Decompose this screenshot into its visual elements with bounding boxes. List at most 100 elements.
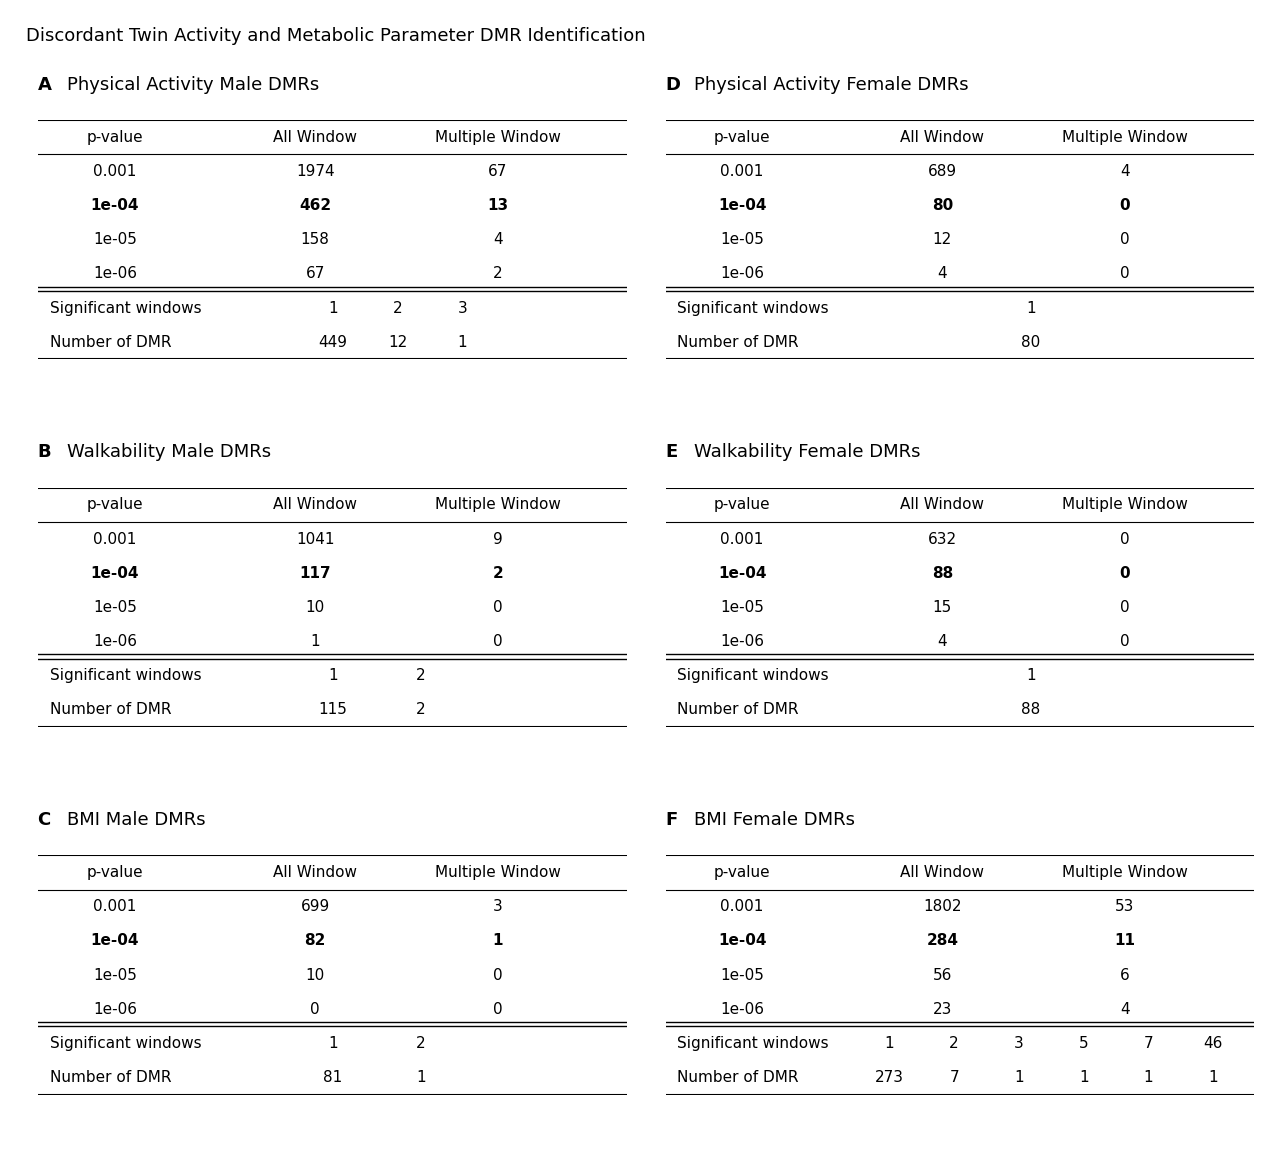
Text: Number of DMR: Number of DMR [677, 1070, 799, 1085]
Text: 1041: 1041 [296, 532, 334, 546]
Text: All Window: All Window [273, 130, 357, 145]
Text: 1e-06: 1e-06 [93, 266, 137, 281]
Text: 23: 23 [933, 1001, 952, 1016]
Text: 1e-05: 1e-05 [93, 600, 137, 615]
Text: 67: 67 [306, 266, 325, 281]
Text: 1: 1 [457, 335, 467, 350]
Text: 3: 3 [493, 900, 503, 914]
Text: 81: 81 [323, 1070, 343, 1085]
Text: 4: 4 [493, 232, 503, 247]
Text: 88: 88 [1021, 703, 1041, 718]
Text: 2: 2 [493, 266, 503, 281]
Text: 7: 7 [1143, 1036, 1153, 1050]
Text: 5: 5 [1079, 1036, 1088, 1050]
Text: 4: 4 [1120, 1001, 1130, 1016]
Text: 12: 12 [388, 335, 407, 350]
Text: All Window: All Window [900, 130, 984, 145]
Text: Number of DMR: Number of DMR [50, 335, 172, 350]
Text: 9: 9 [493, 532, 503, 546]
Text: 0.001: 0.001 [93, 900, 137, 914]
Text: 2: 2 [950, 1036, 959, 1050]
Text: 1e-06: 1e-06 [721, 634, 764, 649]
Text: 12: 12 [933, 232, 952, 247]
Text: Number of DMR: Number of DMR [50, 1070, 172, 1085]
Text: E: E [666, 443, 690, 461]
Text: p-value: p-value [714, 865, 771, 880]
Text: 0: 0 [1120, 532, 1130, 546]
Text: p-value: p-value [714, 130, 771, 145]
Text: 3: 3 [457, 301, 467, 315]
Text: 1e-05: 1e-05 [93, 232, 137, 247]
Text: 10: 10 [306, 967, 325, 983]
Text: Multiple Window: Multiple Window [1062, 865, 1188, 880]
Text: Significant windows: Significant windows [50, 1036, 202, 1050]
Text: Multiple Window: Multiple Window [435, 130, 561, 145]
Text: 0: 0 [1120, 198, 1130, 214]
Text: 80: 80 [1021, 335, 1041, 350]
Text: Number of DMR: Number of DMR [50, 703, 172, 718]
Text: 0: 0 [493, 634, 503, 649]
Text: 115: 115 [319, 703, 347, 718]
Text: All Window: All Window [273, 865, 357, 880]
Text: p-value: p-value [87, 865, 143, 880]
Text: B: B [38, 443, 64, 461]
Text: 56: 56 [933, 967, 952, 983]
Text: 13: 13 [488, 198, 508, 214]
Text: 1: 1 [310, 634, 320, 649]
Text: 632: 632 [928, 532, 957, 546]
Text: C: C [38, 811, 64, 829]
Text: Physical Activity Female DMRs: Physical Activity Female DMRs [694, 76, 969, 93]
Text: 0: 0 [493, 1001, 503, 1016]
Text: 689: 689 [928, 165, 957, 179]
Text: 1: 1 [1014, 1070, 1024, 1085]
Text: 4: 4 [937, 634, 947, 649]
Text: 1: 1 [416, 1070, 426, 1085]
Text: 1e-06: 1e-06 [721, 266, 764, 281]
Text: 1: 1 [1025, 301, 1036, 315]
Text: 449: 449 [319, 335, 347, 350]
Text: Significant windows: Significant windows [677, 301, 829, 315]
Text: 2: 2 [416, 1036, 426, 1050]
Text: 2: 2 [416, 703, 426, 718]
Text: 0.001: 0.001 [93, 532, 137, 546]
Text: 1802: 1802 [923, 900, 961, 914]
Text: 1: 1 [328, 301, 338, 315]
Text: 284: 284 [927, 934, 959, 949]
Text: 0: 0 [1120, 266, 1130, 281]
Text: 2: 2 [493, 566, 503, 581]
Text: 1e-06: 1e-06 [93, 1001, 137, 1016]
Text: 46: 46 [1203, 1036, 1222, 1050]
Text: 2: 2 [393, 301, 402, 315]
Text: Number of DMR: Number of DMR [677, 335, 799, 350]
Text: 4: 4 [1120, 165, 1130, 179]
Text: 1e-05: 1e-05 [721, 600, 764, 615]
Text: All Window: All Window [900, 865, 984, 880]
Text: Significant windows: Significant windows [50, 301, 202, 315]
Text: 0.001: 0.001 [93, 165, 137, 179]
Text: All Window: All Window [900, 497, 984, 512]
Text: 0: 0 [1120, 232, 1130, 247]
Text: 699: 699 [301, 900, 330, 914]
Text: Significant windows: Significant windows [677, 1036, 829, 1050]
Text: 1: 1 [1143, 1070, 1153, 1085]
Text: 462: 462 [300, 198, 332, 214]
Text: 0.001: 0.001 [721, 165, 764, 179]
Text: 1e-04: 1e-04 [91, 566, 140, 581]
Text: Significant windows: Significant windows [50, 669, 202, 683]
Text: 1e-05: 1e-05 [93, 967, 137, 983]
Text: 2: 2 [416, 669, 426, 683]
Text: 1e-05: 1e-05 [721, 232, 764, 247]
Text: Discordant Twin Activity and Metabolic Parameter DMR Identification: Discordant Twin Activity and Metabolic P… [26, 27, 645, 44]
Text: Multiple Window: Multiple Window [1062, 497, 1188, 512]
Text: 0.001: 0.001 [721, 900, 764, 914]
Text: Multiple Window: Multiple Window [1062, 130, 1188, 145]
Text: 10: 10 [306, 600, 325, 615]
Text: 0: 0 [310, 1001, 320, 1016]
Text: 67: 67 [488, 165, 507, 179]
Text: 88: 88 [932, 566, 954, 581]
Text: 0: 0 [1120, 600, 1130, 615]
Text: 0: 0 [493, 600, 503, 615]
Text: 1e-06: 1e-06 [93, 634, 137, 649]
Text: p-value: p-value [714, 497, 771, 512]
Text: 0: 0 [1120, 566, 1130, 581]
